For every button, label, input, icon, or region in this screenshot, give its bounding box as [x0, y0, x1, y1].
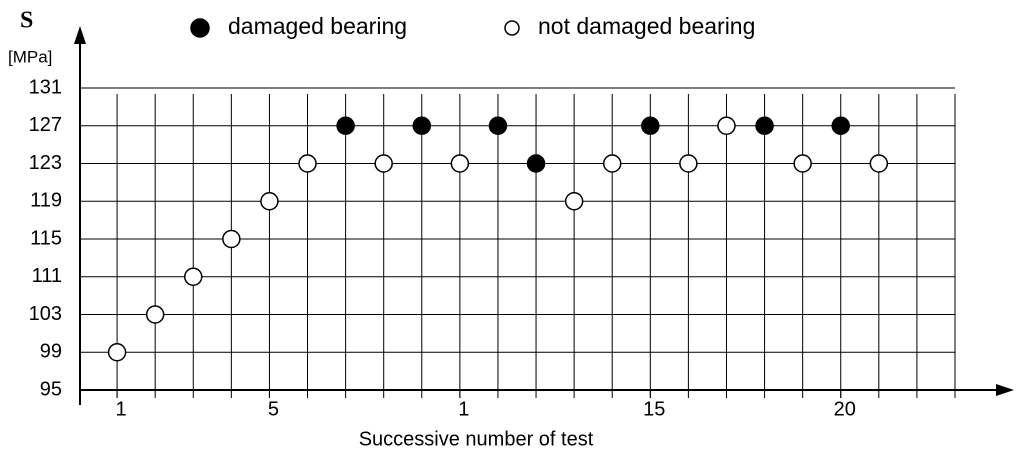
- x-tick-label: 5: [268, 398, 279, 420]
- y-axis-unit: [MPa]: [8, 47, 52, 66]
- point: [184, 267, 203, 286]
- y-axis-label: S: [20, 8, 33, 34]
- y-tick-label: 103: [29, 303, 62, 325]
- point: [336, 116, 355, 135]
- point: [260, 192, 279, 211]
- y-tick-label: 123: [29, 152, 62, 174]
- x-tick-label: 15: [643, 398, 665, 420]
- y-tick-label: 111: [32, 265, 62, 287]
- point: [793, 154, 812, 173]
- y-tick-label: 95: [40, 378, 62, 400]
- x-tick-label: 1: [116, 398, 127, 420]
- point: [412, 116, 432, 135]
- grid: [79, 87, 956, 398]
- point: [222, 229, 241, 249]
- legend-marker: [190, 18, 210, 38]
- point: [145, 305, 165, 324]
- y-tick-label: 127: [29, 114, 62, 136]
- point: [488, 116, 508, 135]
- y-tick-label: 119: [30, 190, 62, 212]
- point: [717, 116, 736, 135]
- point: [602, 154, 622, 173]
- x-axis-label: Successive number of test: [359, 428, 594, 450]
- point: [831, 116, 850, 135]
- point: [679, 154, 698, 173]
- y-axis-arrow: [74, 26, 86, 44]
- y-tick-label: 131: [29, 76, 62, 98]
- point: [298, 154, 317, 173]
- point: [564, 192, 584, 211]
- point: [869, 154, 889, 173]
- legend-label: not damaged bearing: [538, 13, 755, 39]
- y-tick-label: 115: [30, 227, 62, 249]
- legend-label: damaged bearing: [228, 13, 407, 39]
- point: [107, 343, 127, 362]
- legend-marker: [504, 20, 520, 36]
- y-tick-label: 99: [40, 341, 62, 363]
- point: [755, 116, 774, 135]
- point: [641, 116, 660, 135]
- x-axis-arrow: [996, 384, 1014, 396]
- point: [374, 154, 393, 173]
- x-tick-label: 1: [458, 398, 469, 420]
- x-tick-label: 20: [834, 398, 856, 420]
- point: [526, 154, 546, 173]
- point: [450, 154, 470, 173]
